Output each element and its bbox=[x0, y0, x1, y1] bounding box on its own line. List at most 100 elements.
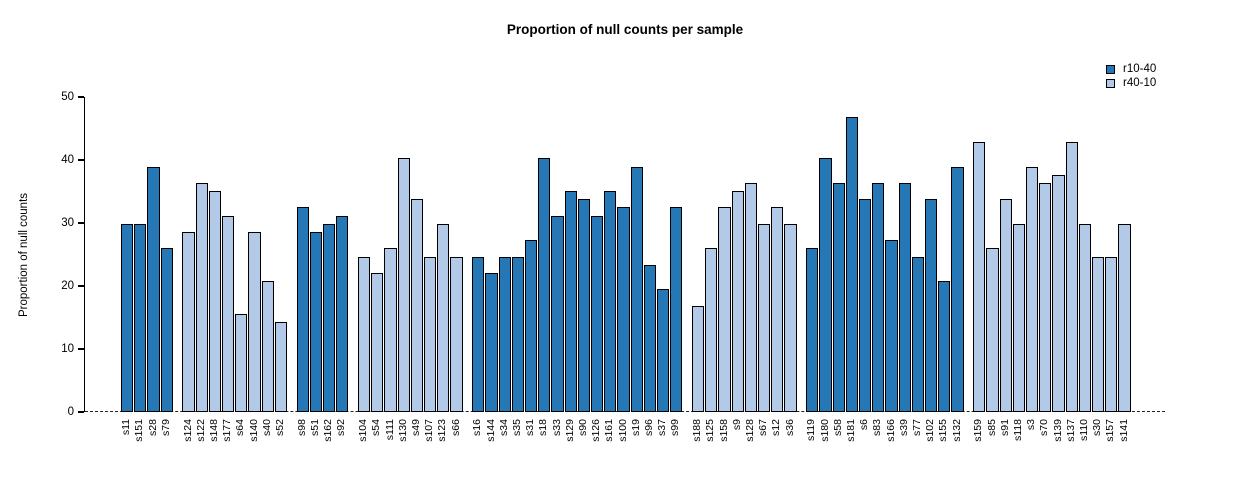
bar-s123 bbox=[437, 223, 450, 412]
bar-s33 bbox=[551, 215, 564, 412]
bar-s129 bbox=[564, 191, 577, 412]
bar-s54 bbox=[371, 272, 384, 412]
x-tick-label: s92 bbox=[335, 419, 348, 436]
y-tick-mark bbox=[78, 96, 84, 98]
bar-s37 bbox=[657, 289, 670, 412]
bar-s28 bbox=[147, 166, 160, 412]
bar-s111 bbox=[384, 248, 397, 412]
bar-s161 bbox=[604, 191, 617, 412]
bar-s90 bbox=[577, 199, 590, 412]
x-tick-label: s166 bbox=[884, 419, 897, 442]
bar-s77 bbox=[911, 256, 924, 412]
legend-swatch-icon bbox=[1106, 78, 1115, 88]
x-tick-label: s100 bbox=[616, 419, 629, 442]
x-tick-label: s137 bbox=[1064, 419, 1077, 442]
x-tick-label: s188 bbox=[691, 419, 704, 442]
x-tick-label: s157 bbox=[1104, 419, 1117, 442]
bar-s39 bbox=[898, 182, 911, 412]
x-tick-label: s98 bbox=[295, 419, 308, 436]
x-tick-label: s96 bbox=[642, 419, 655, 436]
bar-s67 bbox=[758, 223, 771, 412]
x-tick-label: s104 bbox=[357, 419, 370, 442]
bar-s79 bbox=[160, 248, 173, 412]
bar-s102 bbox=[925, 199, 938, 412]
x-tick-label: s180 bbox=[818, 419, 831, 442]
bar-s119 bbox=[806, 248, 819, 412]
bar-s159 bbox=[973, 141, 986, 412]
y-tick-label: 10 bbox=[61, 343, 74, 355]
x-tick-label: s52 bbox=[273, 419, 286, 436]
bar-s100 bbox=[617, 207, 630, 412]
bar-s35 bbox=[511, 256, 524, 412]
x-tick-label: s90 bbox=[576, 419, 589, 436]
x-tick-label: s141 bbox=[1117, 419, 1130, 442]
x-tick-label: s11 bbox=[120, 419, 133, 436]
x-tick-label: s31 bbox=[524, 419, 537, 436]
x-tick-label: s33 bbox=[550, 419, 563, 436]
x-tick-label: s51 bbox=[308, 419, 321, 436]
x-tick-label: s102 bbox=[924, 419, 937, 442]
legend-row: r40-10 bbox=[1106, 76, 1156, 90]
bar-s40 bbox=[261, 281, 274, 412]
bar-s144 bbox=[485, 272, 498, 412]
x-tick-label: s162 bbox=[322, 419, 335, 442]
x-tick-label: s6 bbox=[858, 419, 871, 431]
bar-s99 bbox=[670, 207, 683, 412]
bar-s12 bbox=[771, 207, 784, 412]
x-tick-label: s129 bbox=[563, 419, 576, 442]
bar-s148 bbox=[208, 191, 221, 412]
y-tick-mark bbox=[78, 159, 84, 161]
bar-s181 bbox=[845, 117, 858, 412]
x-tick-label: s124 bbox=[181, 419, 194, 442]
x-tick-label: s110 bbox=[1077, 419, 1090, 441]
x-tick-label: s66 bbox=[449, 419, 462, 436]
bar-s139 bbox=[1052, 174, 1065, 412]
legend-swatch-icon bbox=[1106, 64, 1115, 74]
bar-s34 bbox=[498, 256, 511, 412]
bar-s124 bbox=[182, 232, 195, 412]
x-tick-label: s91 bbox=[998, 419, 1011, 436]
x-tick-label: s83 bbox=[871, 419, 884, 436]
x-tick-label: s77 bbox=[910, 419, 923, 436]
x-tick-label: s16 bbox=[471, 419, 484, 436]
bar-s92 bbox=[336, 215, 349, 412]
x-tick-label: s144 bbox=[484, 419, 497, 442]
bar-s158 bbox=[718, 207, 731, 412]
bar-s157 bbox=[1105, 256, 1118, 412]
legend-row: r10-40 bbox=[1106, 62, 1156, 76]
legend-label: r10-40 bbox=[1123, 63, 1157, 75]
bar-s132 bbox=[951, 166, 964, 412]
x-tick-label: s12 bbox=[770, 419, 783, 436]
x-tick-label: s130 bbox=[396, 419, 409, 442]
y-tick-mark bbox=[78, 285, 84, 287]
y-tick-mark bbox=[78, 222, 84, 224]
y-tick-label: 30 bbox=[61, 217, 74, 229]
bar-s180 bbox=[819, 158, 832, 412]
bar-s104 bbox=[358, 256, 371, 412]
x-tick-label: s34 bbox=[497, 419, 510, 436]
x-tick-label: s39 bbox=[897, 419, 910, 436]
bar-s19 bbox=[630, 166, 643, 412]
x-tick-label: s155 bbox=[937, 419, 950, 442]
bar-s188 bbox=[692, 305, 705, 412]
bar-s6 bbox=[859, 199, 872, 412]
x-tick-label: s99 bbox=[669, 419, 682, 436]
x-tick-label: s70 bbox=[1038, 419, 1051, 436]
x-tick-label: s49 bbox=[409, 419, 422, 436]
y-tick-label: 50 bbox=[61, 91, 74, 103]
bar-s83 bbox=[872, 182, 885, 412]
x-tick-label: s123 bbox=[436, 419, 449, 442]
legend-label: r40-10 bbox=[1123, 77, 1157, 89]
x-tick-label: s118 bbox=[1011, 419, 1024, 441]
bar-s31 bbox=[525, 240, 538, 412]
bar-s107 bbox=[424, 256, 437, 412]
bar-s162 bbox=[323, 223, 336, 412]
y-tick-label: 0 bbox=[67, 406, 74, 418]
bar-s66 bbox=[450, 256, 463, 412]
bar-s166 bbox=[885, 240, 898, 412]
bar-s125 bbox=[705, 248, 718, 412]
bar-s122 bbox=[195, 182, 208, 412]
y-axis bbox=[84, 97, 86, 412]
x-tick-label: s126 bbox=[590, 419, 603, 442]
bar-s9 bbox=[731, 191, 744, 412]
